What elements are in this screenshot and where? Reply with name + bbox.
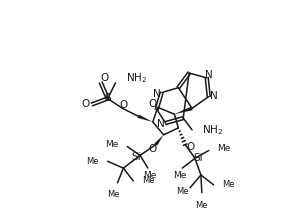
Text: O: O xyxy=(119,100,127,110)
Text: O: O xyxy=(149,144,157,154)
Text: S: S xyxy=(104,94,111,104)
Text: N: N xyxy=(153,89,161,99)
Text: N: N xyxy=(157,119,164,129)
Text: Me: Me xyxy=(142,176,154,185)
Polygon shape xyxy=(154,135,164,146)
Text: Me: Me xyxy=(222,180,235,189)
Text: Me: Me xyxy=(107,190,120,199)
Text: Me: Me xyxy=(174,170,187,180)
Text: Me: Me xyxy=(86,157,99,166)
Text: O: O xyxy=(101,73,109,83)
Text: O: O xyxy=(186,142,194,152)
Text: Me: Me xyxy=(105,140,119,149)
Text: N: N xyxy=(210,91,218,101)
Text: Me: Me xyxy=(143,170,157,180)
Text: O: O xyxy=(81,99,89,109)
Text: Me: Me xyxy=(196,200,208,210)
Text: NH$_2$: NH$_2$ xyxy=(202,123,223,137)
Polygon shape xyxy=(137,115,153,122)
Text: Si: Si xyxy=(131,152,141,162)
Text: Si: Si xyxy=(193,153,203,163)
Text: O: O xyxy=(149,99,157,109)
Text: Me: Me xyxy=(218,144,231,153)
Polygon shape xyxy=(174,106,193,114)
Text: Me: Me xyxy=(176,187,189,196)
Text: N: N xyxy=(205,70,213,80)
Text: NH$_2$: NH$_2$ xyxy=(126,71,148,85)
